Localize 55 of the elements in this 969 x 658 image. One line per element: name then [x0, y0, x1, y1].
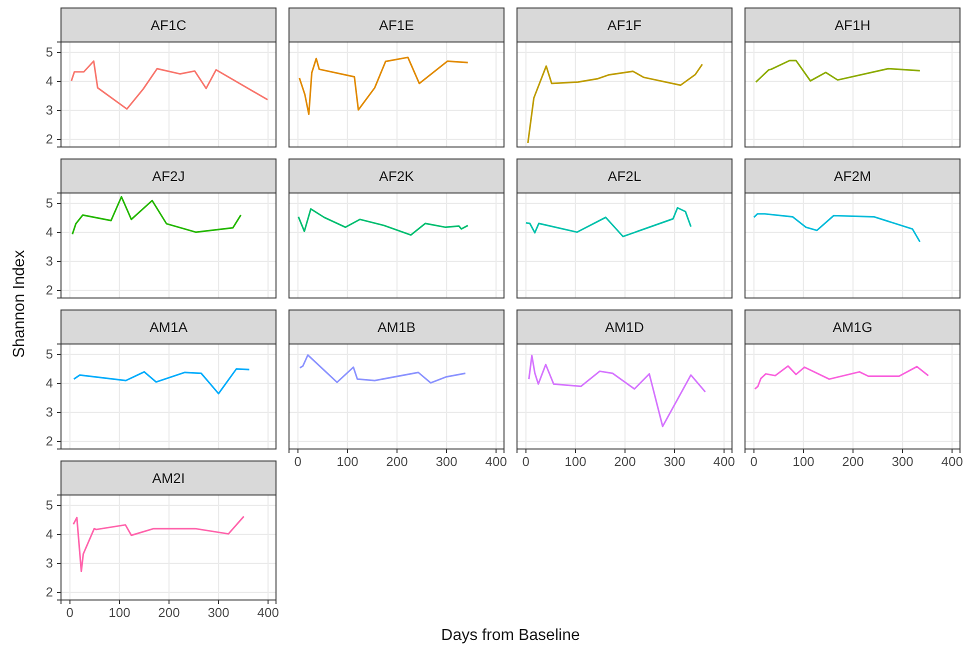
x-tick-label: 400 — [485, 454, 507, 470]
chart-title: AF2K — [378, 168, 415, 184]
y-tick-label: 5 — [46, 44, 53, 60]
chart-title: AF1H — [834, 17, 870, 33]
y-tick-label: 5 — [46, 346, 53, 362]
y-tick-label: 4 — [46, 74, 53, 89]
line-series — [72, 516, 245, 572]
y-tick-label: 3 — [46, 556, 53, 571]
x-tick-label: 100 — [564, 454, 586, 470]
chart-title: AM1D — [605, 319, 644, 335]
text: Days from Baseline — [441, 627, 580, 644]
chart-title: AF1C — [150, 17, 186, 33]
line-series — [70, 60, 268, 110]
x-tick-label: 100 — [108, 605, 130, 620]
x-tick-label: 100 — [336, 454, 358, 470]
x-tick-label: 200 — [386, 454, 408, 470]
x-tick-label: 300 — [436, 454, 458, 470]
y-tick-label: 4 — [46, 224, 53, 240]
x-tick-label: 0 — [750, 454, 758, 470]
x-tick-label: 400 — [257, 605, 279, 620]
y-tick-label: 2 — [46, 132, 53, 147]
x-tick-label: 0 — [522, 454, 530, 470]
text: Shannon Index — [11, 250, 28, 358]
x-tick-label: 300 — [664, 454, 686, 470]
chart-title: AM2I — [152, 470, 185, 486]
chart-title: AF2J — [152, 168, 185, 184]
x-tick-label: 200 — [158, 605, 180, 620]
y-tick-label: 2 — [46, 282, 53, 298]
chart-title: AF1E — [378, 17, 414, 33]
chart-title: AF2L — [608, 168, 642, 184]
x-tick-label: 300 — [892, 454, 914, 470]
y-tick-label: 3 — [46, 404, 53, 420]
y-tick-label: 3 — [46, 102, 53, 118]
x-tick-label: 400 — [941, 454, 963, 470]
x-tick-label: 100 — [792, 454, 814, 470]
y-tick-label: 3 — [46, 254, 53, 269]
chart-title: AM1B — [377, 319, 416, 335]
x-tick-label: 0 — [66, 605, 74, 620]
y-tick-label: 5 — [46, 196, 53, 211]
x-tick-label: 300 — [208, 605, 230, 620]
y-tick-label: 4 — [46, 526, 53, 542]
chart-title: AF2M — [834, 168, 872, 184]
chart-title: AM1A — [149, 319, 188, 335]
y-tick-label: 2 — [46, 584, 53, 600]
x-tick-label: 200 — [614, 454, 636, 470]
y-tick-label: 2 — [46, 434, 53, 449]
x-tick-label: 200 — [842, 454, 864, 470]
chart-title: AM1G — [832, 319, 872, 335]
chart-title: AF1F — [607, 17, 642, 33]
x-tick-label: 0 — [294, 454, 302, 470]
y-tick-label: 4 — [46, 376, 53, 391]
line-series — [72, 196, 242, 235]
x-tick-label: 400 — [713, 454, 735, 470]
y-tick-label: 5 — [46, 498, 53, 513]
line-series — [73, 368, 250, 394]
